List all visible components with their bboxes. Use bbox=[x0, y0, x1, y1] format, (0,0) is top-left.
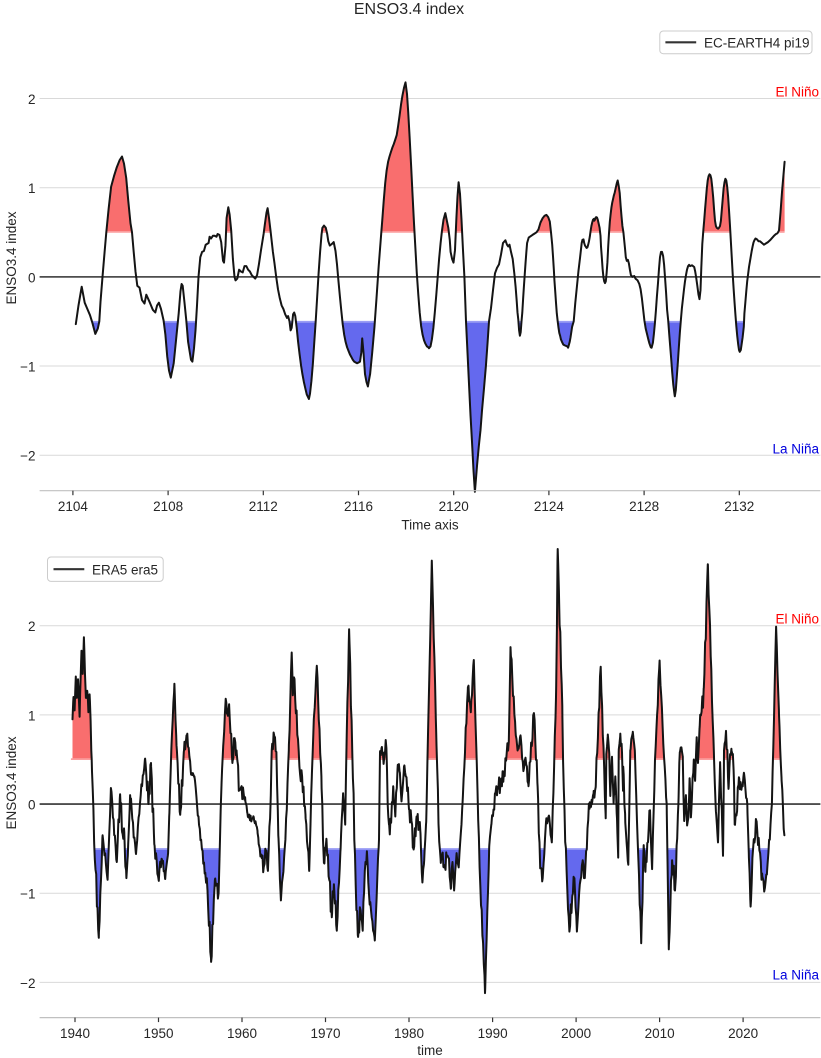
svg-text:ENSO3.4 index: ENSO3.4 index bbox=[354, 1, 464, 18]
svg-text:2010: 2010 bbox=[645, 1026, 675, 1041]
svg-text:1960: 1960 bbox=[227, 1026, 257, 1041]
svg-text:Time axis: Time axis bbox=[401, 518, 459, 533]
svg-text:El Niño: El Niño bbox=[775, 612, 819, 627]
svg-text:−2: −2 bbox=[20, 449, 35, 464]
svg-text:1950: 1950 bbox=[143, 1026, 173, 1041]
svg-text:0: 0 bbox=[28, 798, 36, 813]
svg-text:2128: 2128 bbox=[629, 499, 659, 514]
svg-text:2: 2 bbox=[28, 92, 36, 107]
svg-text:2: 2 bbox=[28, 619, 36, 634]
svg-text:0: 0 bbox=[28, 270, 36, 285]
svg-text:1: 1 bbox=[28, 181, 36, 196]
svg-text:ERA5 era5: ERA5 era5 bbox=[92, 563, 158, 578]
svg-text:2116: 2116 bbox=[344, 499, 373, 514]
svg-text:−1: −1 bbox=[20, 887, 35, 902]
svg-text:2108: 2108 bbox=[153, 499, 183, 514]
svg-text:2124: 2124 bbox=[534, 499, 565, 514]
svg-text:−1: −1 bbox=[20, 360, 35, 375]
svg-text:La Niña: La Niña bbox=[772, 442, 819, 457]
svg-text:ENSO3.4 index: ENSO3.4 index bbox=[4, 211, 19, 304]
svg-text:2112: 2112 bbox=[249, 499, 278, 514]
svg-text:time: time bbox=[417, 1043, 443, 1058]
svg-text:La Niña: La Niña bbox=[772, 968, 819, 983]
svg-text:1980: 1980 bbox=[394, 1026, 424, 1041]
svg-text:EC-EARTH4 pi19: EC-EARTH4 pi19 bbox=[704, 36, 810, 51]
svg-text:1940: 1940 bbox=[60, 1026, 90, 1041]
svg-text:1: 1 bbox=[28, 708, 36, 723]
svg-text:2020: 2020 bbox=[728, 1026, 758, 1041]
svg-text:2000: 2000 bbox=[561, 1026, 591, 1041]
svg-text:−2: −2 bbox=[20, 976, 35, 991]
svg-text:2132: 2132 bbox=[724, 499, 754, 514]
svg-text:1990: 1990 bbox=[478, 1026, 508, 1041]
svg-text:ENSO3.4 index: ENSO3.4 index bbox=[4, 736, 19, 829]
svg-text:1970: 1970 bbox=[310, 1026, 340, 1041]
svg-text:2120: 2120 bbox=[439, 499, 469, 514]
svg-text:2104: 2104 bbox=[58, 499, 89, 514]
svg-text:El Niño: El Niño bbox=[775, 85, 819, 100]
